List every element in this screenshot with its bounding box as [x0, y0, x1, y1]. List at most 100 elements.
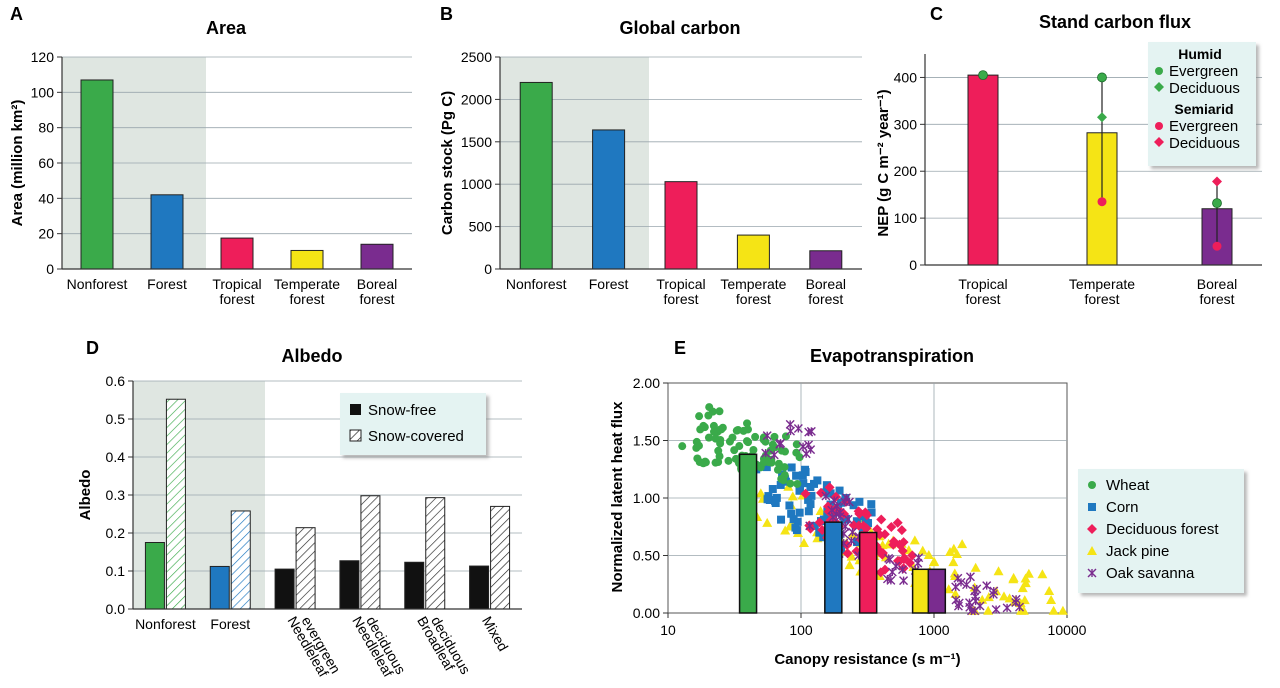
y-tick-label: 0.0	[106, 601, 126, 617]
bar-snow-free	[404, 561, 425, 610]
data-point	[1011, 598, 1021, 608]
humid-evergreen-point	[1212, 198, 1222, 209]
bar	[967, 74, 999, 266]
legend-label: Wheat	[1106, 477, 1150, 494]
data-point	[867, 500, 876, 509]
data-point	[896, 525, 907, 536]
data-point	[917, 545, 928, 555]
data-point	[1046, 595, 1057, 605]
data-point	[780, 463, 789, 472]
data-point	[768, 485, 777, 494]
y-tick-label: 2500	[461, 49, 492, 65]
data-point	[861, 523, 872, 534]
legend-marker	[1154, 137, 1164, 147]
panel-c: C Stand carbon flux 0 100 200 300 400 Tropica…	[875, 4, 1262, 307]
y-axis-label: Area (million km²)	[9, 100, 26, 227]
data-point	[983, 592, 994, 602]
data-point	[751, 432, 760, 441]
data-point	[800, 488, 811, 499]
bar	[360, 243, 394, 270]
data-point	[699, 421, 708, 430]
data-point	[840, 515, 849, 524]
humid-deciduous-point	[1097, 112, 1107, 123]
data-point	[781, 447, 790, 456]
panel-b: B Global carbon 0 500 1000 1500 2000 2500 Nonf…	[439, 4, 862, 307]
y-tick-label: 100	[894, 210, 918, 226]
legend-e: Wheat Corn Deciduous forest Jack pine Oak sa…	[1078, 469, 1244, 593]
data-point	[1019, 595, 1030, 605]
data-point	[950, 589, 961, 599]
data-point	[948, 557, 959, 567]
legend-marker	[1087, 524, 1097, 534]
data-point	[777, 515, 786, 524]
data-point	[907, 550, 918, 561]
x-tick-label: Boreal	[806, 276, 846, 292]
data-point	[877, 549, 888, 560]
data-point	[695, 412, 704, 421]
chart-e-plot: 0.00 0.50 1.00 1.50 2.00 10 100 1000 10000 Canopy…	[609, 375, 1244, 668]
data-point	[815, 487, 826, 498]
data-point	[876, 514, 887, 525]
bar	[664, 181, 698, 270]
data-point	[795, 453, 804, 462]
humid-evergreen-point	[978, 70, 988, 80]
data-point	[983, 605, 994, 615]
data-point	[882, 574, 892, 584]
legend-marker	[1154, 82, 1164, 92]
data-point	[762, 431, 772, 441]
y-tick-label: 0.5	[106, 411, 126, 427]
bar-snow-covered	[490, 505, 511, 610]
x-tick-label: Forest	[589, 276, 629, 292]
data-point	[734, 425, 743, 434]
panel-e: E Evapotranspiration 0.00 0.50 1.00 1.50 2.0…	[609, 338, 1244, 668]
legend-c: HumidEvergreenDeciduousSemiaridEvergreen…	[1148, 42, 1256, 166]
data-point	[1017, 583, 1028, 593]
data-point	[762, 463, 771, 472]
data-point	[749, 445, 758, 454]
data-point	[792, 440, 801, 449]
legend-box	[340, 393, 486, 455]
data-point	[786, 426, 795, 436]
data-point	[1004, 593, 1015, 603]
legend-label: Evergreen	[1169, 118, 1238, 135]
data-point	[923, 549, 934, 559]
data-point	[1002, 603, 1012, 613]
mean-bar	[858, 531, 878, 614]
x-tick-label: Forest	[147, 276, 187, 292]
x-tick-label: Forest	[210, 616, 250, 632]
legend-label: Jack pine	[1106, 543, 1169, 560]
data-point	[909, 535, 920, 545]
data-point	[807, 491, 816, 500]
legend-marker	[349, 429, 362, 442]
data-point	[888, 536, 899, 547]
y-tick-label: 400	[894, 69, 918, 85]
chart-b-plot: 0 500 1000 1500 2000 2500 Nonforest Forest Tropi…	[439, 49, 862, 307]
data-point	[805, 523, 816, 534]
x-tick-label: Tropical	[656, 276, 705, 292]
data-point	[806, 500, 815, 509]
data-point	[956, 577, 966, 587]
data-point	[785, 419, 795, 429]
y-tick-label: 120	[31, 49, 55, 65]
y-tick-label: 200	[894, 163, 918, 179]
chart-c-plot: 0100200300400TropicalforestTemperatefore…	[875, 42, 1262, 307]
legend-label: Snow-free	[368, 402, 436, 419]
data-point	[792, 471, 801, 480]
data-point	[861, 510, 872, 521]
legend-box	[1148, 42, 1256, 166]
panel-d: D Albedo 0.0 0.1 0.2 0.3 0.4 0.5 0.6 Nonforest F…	[77, 338, 522, 680]
data-point	[948, 543, 959, 553]
data-point	[763, 495, 772, 504]
data-point	[813, 476, 822, 485]
legend-box	[1078, 469, 1244, 593]
legend-label: Snow-covered	[368, 428, 464, 445]
legend-label: Deciduous forest	[1106, 521, 1219, 538]
x-tick-label: Nonforest	[135, 616, 196, 632]
bar-snow-covered	[295, 527, 316, 610]
data-point	[693, 454, 702, 463]
data-point	[709, 421, 718, 430]
legend-group-label: Humid	[1178, 46, 1222, 62]
data-point	[804, 495, 813, 504]
